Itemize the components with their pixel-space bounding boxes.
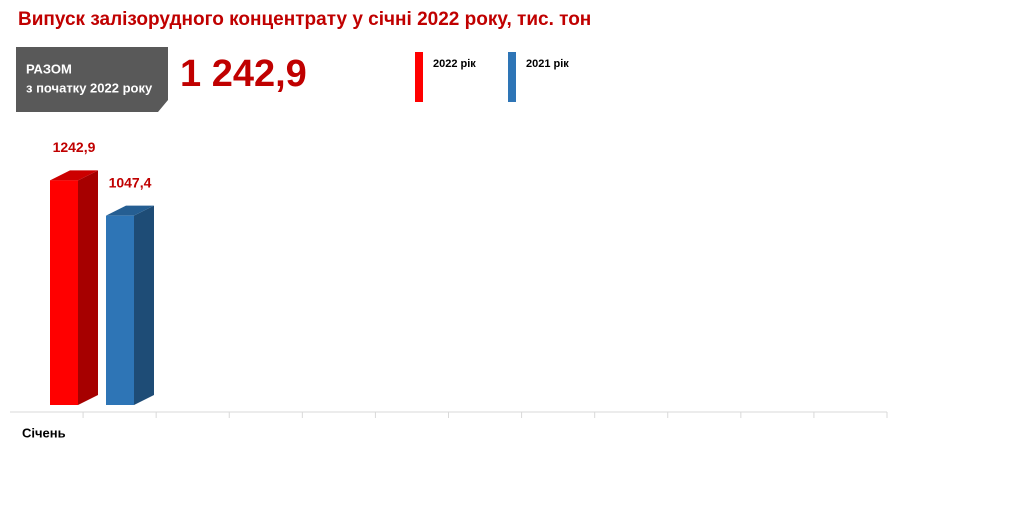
x-tick-label: Січень [22, 425, 66, 440]
bar-top [50, 170, 98, 181]
summary-sublabel: з початку 2022 року [26, 80, 153, 95]
data-label: 1242,9 [53, 139, 96, 155]
legend-label: 2022 рік [433, 58, 476, 70]
summary-box [16, 47, 168, 112]
summary-label: РАЗОМ [26, 61, 72, 76]
bar-side [78, 170, 98, 405]
bar-side [134, 205, 154, 405]
bar [50, 180, 78, 405]
bar [106, 215, 134, 405]
legend-swatch [508, 52, 516, 102]
legend-label: 2021 рік [526, 58, 569, 70]
data-label: 1047,4 [109, 174, 152, 190]
summary-total: 1 242,9 [180, 53, 307, 95]
bar-top [106, 205, 154, 216]
legend-swatch [415, 52, 423, 102]
chart-title: Випуск залізорудного концентрату у січні… [18, 9, 591, 30]
